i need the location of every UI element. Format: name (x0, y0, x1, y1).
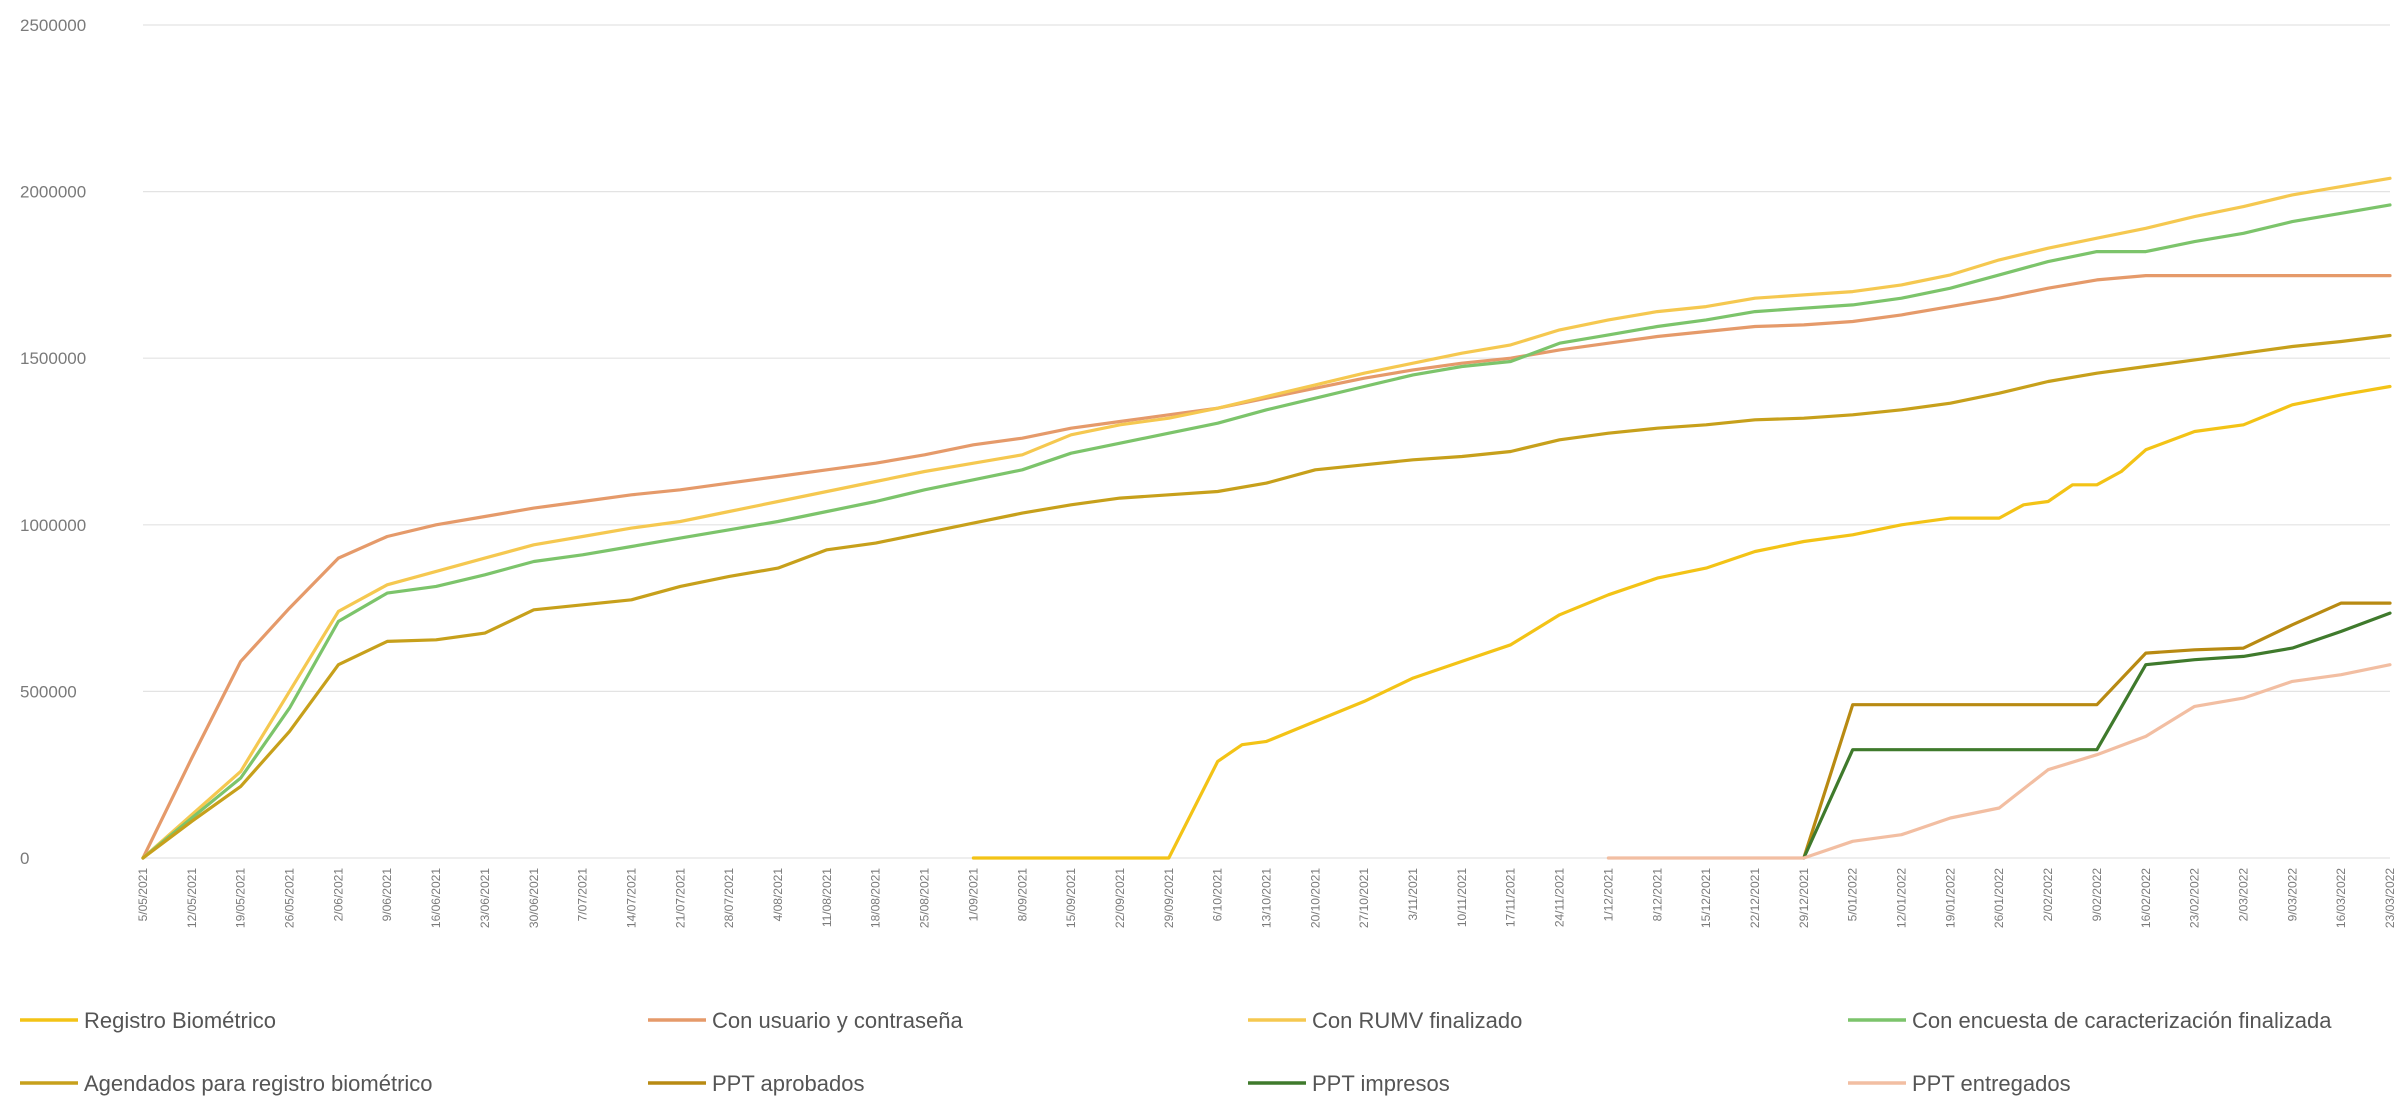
x-tick-label: 2/06/2021 (331, 868, 345, 922)
x-axis-ticks: 5/05/2021 12/05/2021 19/05/2021 26/05/2021 2… (136, 868, 2397, 928)
x-tick-label: 22/12/2021 (1748, 868, 1762, 928)
x-tick-label: 19/01/2022 (1943, 868, 1957, 928)
x-tick-label: 22/09/2021 (1113, 868, 1127, 928)
legend-label: Con usuario y contraseña (712, 1008, 963, 1033)
legend-label: Con RUMV finalizado (1312, 1008, 1522, 1033)
series-line-3 (141, 176, 2392, 860)
y-tick-label: 2000000 (20, 183, 86, 202)
x-tick-label: 9/03/2022 (2285, 868, 2299, 922)
x-tick-label: 30/06/2021 (527, 868, 541, 928)
y-tick-label: 1500000 (20, 349, 86, 368)
x-tick-label: 4/08/2021 (771, 868, 785, 922)
y-axis-ticks: 0 500000 1000000 1500000 2000000 2500000 (20, 16, 86, 868)
legend-label: Con encuesta de caracterización finaliza… (1912, 1008, 2332, 1033)
x-tick-label: 5/01/2022 (1846, 868, 1860, 922)
legend-item: Con usuario y contraseña (648, 1008, 963, 1033)
series-line-6 (1802, 601, 2392, 860)
legend-item: PPT entregados (1848, 1071, 2071, 1096)
x-tick-label: 17/11/2021 (1504, 868, 1518, 927)
x-tick-label: 20/10/2021 (1308, 868, 1322, 928)
y-tick-label: 500000 (20, 682, 77, 701)
series-line-8 (1606, 663, 2392, 860)
x-tick-label: 15/09/2021 (1064, 868, 1078, 928)
x-tick-label: 16/02/2022 (2139, 868, 2153, 928)
x-tick-label: 7/07/2021 (576, 868, 590, 922)
x-tick-label: 2/02/2022 (2041, 868, 2055, 922)
legend-item: PPT impresos (1248, 1071, 1450, 1096)
x-tick-label: 24/11/2021 (1553, 868, 1567, 927)
legend-item: Registro Biométrico (20, 1008, 276, 1033)
x-tick-label: 14/07/2021 (624, 868, 638, 928)
x-tick-label: 19/05/2021 (234, 868, 248, 928)
x-tick-label: 10/11/2021 (1455, 868, 1469, 927)
x-tick-label: 3/11/2021 (1406, 868, 1420, 921)
x-tick-label: 29/09/2021 (1162, 868, 1176, 928)
x-tick-label: 21/07/2021 (673, 868, 687, 928)
x-tick-label: 23/03/2022 (2383, 868, 2397, 928)
series-line-1 (971, 384, 2392, 860)
legend-item: Con RUMV finalizado (1248, 1008, 1522, 1033)
legend-label: PPT entregados (1912, 1071, 2071, 1096)
y-tick-label: 0 (20, 849, 29, 868)
x-tick-label: 5/05/2021 (136, 868, 150, 922)
x-tick-label: 8/09/2021 (1015, 868, 1029, 922)
series-line-7 (1802, 611, 2392, 860)
series-line-4 (141, 203, 2392, 860)
x-tick-label: 16/06/2021 (429, 868, 443, 928)
x-tick-label: 8/12/2021 (1650, 868, 1664, 922)
legend-item: Agendados para registro biométrico (20, 1071, 433, 1096)
legend-label: PPT impresos (1312, 1071, 1450, 1096)
legend-label: Registro Biométrico (84, 1008, 276, 1033)
x-tick-label: 28/07/2021 (722, 868, 736, 928)
x-tick-label: 18/08/2021 (869, 868, 883, 928)
y-tick-label: 1000000 (20, 516, 86, 535)
x-tick-label: 23/06/2021 (478, 868, 492, 928)
x-tick-label: 2/03/2022 (2236, 868, 2250, 922)
legend-label: Agendados para registro biométrico (84, 1071, 433, 1096)
gridlines (143, 24, 2390, 859)
x-tick-label: 16/03/2022 (2334, 868, 2348, 928)
x-tick-label: 1/09/2021 (966, 868, 980, 922)
x-tick-label: 1/12/2021 (1601, 868, 1615, 922)
y-tick-label: 2500000 (20, 16, 86, 35)
series-lines (141, 176, 2392, 860)
x-tick-label: 9/06/2021 (380, 868, 394, 922)
x-tick-label: 23/02/2022 (2188, 868, 2202, 928)
x-tick-label: 29/12/2021 (1797, 868, 1811, 928)
x-tick-label: 13/10/2021 (1260, 868, 1274, 928)
x-tick-label: 15/12/2021 (1699, 868, 1713, 928)
x-tick-label: 27/10/2021 (1357, 868, 1371, 928)
series-line-5 (141, 333, 2392, 860)
legend: Registro Biométrico Con usuario y contras… (20, 1008, 2332, 1096)
x-tick-label: 12/01/2022 (1895, 868, 1909, 928)
x-tick-label: 26/01/2022 (1992, 868, 2006, 928)
x-tick-label: 25/08/2021 (918, 868, 932, 928)
x-tick-label: 6/10/2021 (1211, 868, 1225, 922)
series-line-2 (141, 274, 2392, 860)
legend-item: Con encuesta de caracterización finaliza… (1848, 1008, 2332, 1033)
legend-label: PPT aprobados (712, 1071, 864, 1096)
x-tick-label: 11/08/2021 (820, 868, 834, 927)
x-tick-label: 26/05/2021 (283, 868, 297, 928)
legend-item: PPT aprobados (648, 1071, 864, 1096)
x-tick-label: 9/02/2022 (2090, 868, 2104, 922)
x-tick-label: 12/05/2021 (185, 868, 199, 928)
